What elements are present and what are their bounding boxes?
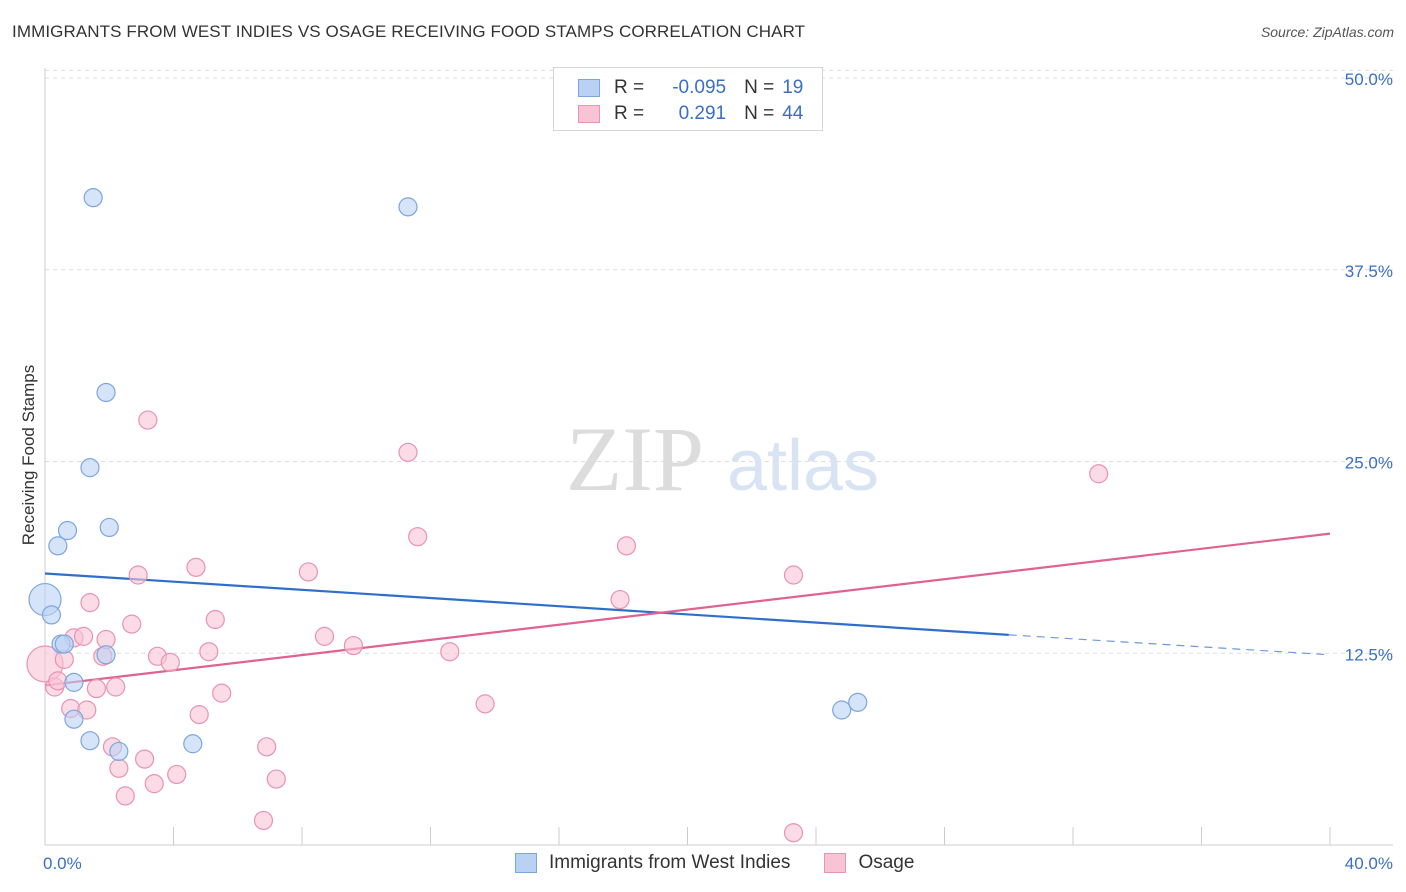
pink-swatch	[578, 105, 600, 123]
pink-swatch	[824, 853, 847, 873]
osage-point	[122, 614, 142, 634]
west-indies-point	[848, 692, 868, 712]
r-value: 0.291	[678, 103, 727, 124]
x-tick-label: 40.0%	[1345, 854, 1393, 873]
west-indies-point	[96, 382, 116, 403]
n-label: N =	[744, 103, 775, 124]
x-tick-label: 0.0%	[43, 854, 82, 873]
r-label: R =	[614, 103, 645, 124]
osage-point	[440, 642, 460, 662]
axes	[44, 68, 1393, 846]
trendlines	[44, 532, 1331, 687]
osage-point	[189, 705, 209, 725]
series-legend: Immigrants from West Indies Osage	[515, 852, 948, 874]
osage-point	[160, 652, 180, 673]
osage-point	[343, 635, 363, 656]
r-value: -0.095	[672, 77, 727, 98]
west-indies-point	[96, 645, 116, 665]
west-indies-point	[109, 741, 129, 762]
stats-legend-row-pink: R = 0.291 N = 44	[578, 102, 803, 126]
west-indies-point	[54, 634, 74, 654]
blue-swatch	[515, 853, 537, 873]
osage-point	[212, 683, 232, 703]
legend-item-west-indies[interactable]: Immigrants from West Indies	[515, 852, 790, 874]
y-axis-label: Receiving Food Stamps	[19, 365, 38, 545]
osage-point	[48, 671, 68, 691]
osage-point	[205, 609, 225, 630]
watermark-atlas: atlas	[727, 426, 879, 506]
osage-point	[253, 810, 274, 831]
osage-point	[783, 823, 804, 843]
west-indies-point	[832, 700, 852, 720]
chart-title: IMMIGRANTS FROM WEST INDIES VS OSAGE REC…	[12, 22, 806, 41]
osage-point	[616, 536, 637, 556]
osage-point	[73, 626, 94, 646]
osage-point	[610, 589, 630, 610]
watermark: ZIP atlas	[566, 408, 879, 510]
y-tick-label: 37.5%	[1345, 262, 1393, 281]
west-indies-point	[57, 520, 78, 541]
west-indies-point	[64, 709, 84, 729]
osage-point	[298, 562, 319, 582]
osage-point	[314, 626, 335, 646]
osage-point	[128, 565, 148, 585]
osage-point	[86, 678, 107, 699]
west-indies-point	[398, 197, 418, 217]
stats-legend-row-blue: R = -0.095 N = 19	[578, 76, 803, 100]
osage-point	[199, 642, 219, 662]
osage-point	[109, 758, 129, 778]
n-value: 19	[782, 77, 804, 98]
source-label: Source: ZipAtlas.com	[1260, 24, 1394, 40]
west-indies-point	[48, 536, 68, 556]
osage-point	[1089, 464, 1109, 484]
osage-point	[144, 774, 164, 794]
legend-item-osage[interactable]: Osage	[824, 852, 914, 874]
osage-point	[167, 764, 187, 785]
osage-trendline	[44, 532, 1331, 687]
blue-swatch	[578, 79, 600, 97]
west-indies-point	[80, 731, 100, 751]
osage-point	[475, 694, 495, 714]
n-label: N =	[744, 77, 775, 98]
r-label: R =	[614, 77, 645, 98]
west-indies-trendline	[44, 572, 1009, 636]
osage-point	[115, 786, 135, 806]
west-indies-point	[99, 517, 119, 538]
west-indies-point	[64, 672, 84, 692]
watermark-zip: ZIP	[566, 408, 704, 510]
west-indies-trendline-extension	[1008, 634, 1331, 656]
data-points	[26, 188, 1109, 843]
osage-point	[783, 565, 804, 585]
osage-point	[80, 593, 100, 613]
osage-point	[134, 749, 155, 769]
tick-labels: 12.5% 25.0% 37.5% 50.0% 0.0% 40.0%	[43, 70, 1393, 873]
n-value: 44	[782, 103, 804, 124]
y-tick-label: 12.5%	[1345, 645, 1393, 664]
legend-label: Immigrants from West Indies	[549, 852, 791, 873]
y-tick-label: 50.0%	[1345, 70, 1393, 89]
west-indies-point	[80, 458, 100, 478]
osage-point	[186, 557, 206, 577]
west-indies-point	[183, 734, 203, 754]
osage-point	[138, 410, 158, 430]
stats-legend: R = -0.095 N = 19 R = 0.291 N = 44	[553, 67, 823, 131]
osage-point	[257, 737, 277, 757]
osage-point	[408, 527, 428, 547]
y-tick-label: 25.0%	[1345, 454, 1393, 473]
west-indies-point	[83, 188, 103, 208]
gridlines	[45, 69, 1393, 654]
legend-label: Osage	[858, 852, 915, 873]
osage-point	[106, 677, 126, 697]
osage-point	[266, 769, 286, 789]
west-indies-point	[41, 605, 62, 625]
osage-point	[398, 442, 418, 462]
